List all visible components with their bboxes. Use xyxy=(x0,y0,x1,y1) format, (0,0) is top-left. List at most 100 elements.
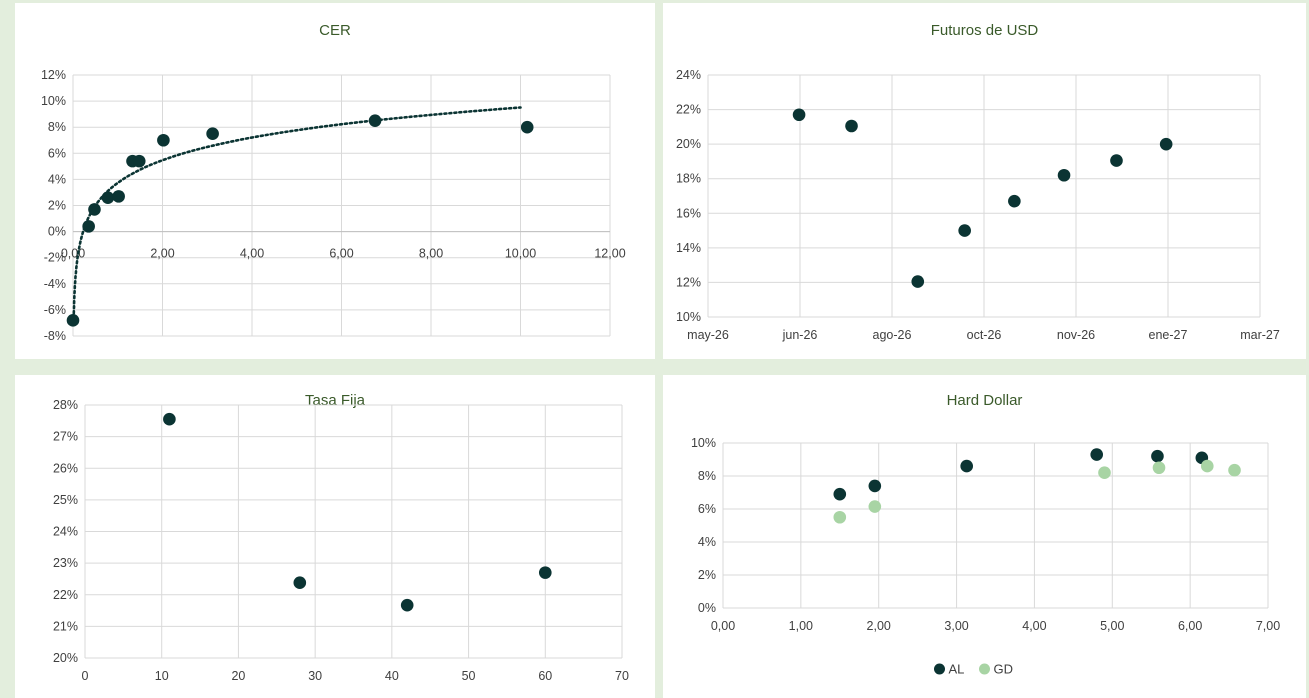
data-point xyxy=(1090,448,1104,461)
x-tick-label: 7,00 xyxy=(1256,619,1280,633)
x-tick-label: 6,00 xyxy=(1178,619,1202,633)
y-tick-label: 8% xyxy=(698,469,716,483)
y-tick-label: 2% xyxy=(48,199,66,213)
data-point xyxy=(1098,466,1111,479)
data-point xyxy=(1057,168,1071,182)
data-point xyxy=(206,127,219,141)
x-tick-label: 50 xyxy=(462,669,476,683)
data-point xyxy=(1159,137,1173,151)
chart-harddollar: Hard Dollar 0% 2% 4% 6% 8% 10% 0,00 1,00 2,00 3,00… xyxy=(691,392,1280,677)
y-tick-label: 8% xyxy=(48,120,66,134)
trendline xyxy=(72,106,522,320)
chart-panel-tasafija: Tasa Fija 20% 21% 22% 23% 24% 25% 26% 27% 28% 0 10 2… xyxy=(15,375,655,698)
data-point xyxy=(833,487,847,501)
y-tick-label: 10% xyxy=(41,94,66,108)
chart-panel-harddollar: Hard Dollar 0% 2% 4% 6% 8% 10% 0,00 1,00 2,00 3,00… xyxy=(663,375,1306,698)
x-tick-label: 60 xyxy=(538,669,552,683)
data-point xyxy=(833,510,847,524)
legend-label: AL xyxy=(949,662,965,677)
data-point xyxy=(792,108,806,122)
y-tick-label: -6% xyxy=(44,303,66,317)
data-point xyxy=(960,459,973,473)
y-tick-label: 4% xyxy=(48,172,66,186)
data-point xyxy=(958,224,971,237)
y-tick-label: 24% xyxy=(676,68,701,82)
y-tick-label: 28% xyxy=(53,398,78,412)
y-tick-label: 20% xyxy=(676,137,701,151)
x-tick-label: 5,00 xyxy=(1100,619,1124,633)
data-point xyxy=(520,120,534,134)
y-tick-label: 14% xyxy=(676,241,701,255)
x-tick-label: mar-27 xyxy=(1240,328,1280,342)
y-tick-label: 26% xyxy=(53,461,78,475)
x-tick-label: 30 xyxy=(308,669,322,683)
x-tick-label: 1,00 xyxy=(789,619,813,633)
x-tick-label: ene-27 xyxy=(1149,328,1188,342)
y-tick-label: 12% xyxy=(676,275,701,289)
data-point xyxy=(911,275,925,288)
y-tick-label: -2% xyxy=(44,251,66,265)
data-point xyxy=(101,191,115,204)
x-tick-label: 0,00 xyxy=(711,619,735,633)
x-tick-label: 3,00 xyxy=(944,619,968,633)
y-tick-label: 0% xyxy=(48,225,66,239)
x-tick-label: 20 xyxy=(231,669,245,683)
y-tick-label: 18% xyxy=(676,172,701,186)
chart-cer: CER -8% -6% -4% -2% 0% 2% 4% 6% 8% 10% 12% 0,00 2,00 4… xyxy=(41,22,626,343)
y-tick-label: 10% xyxy=(676,310,701,324)
data-point xyxy=(157,133,170,147)
y-tick-label: 4% xyxy=(698,535,716,549)
data-point xyxy=(112,190,125,203)
data-point xyxy=(1228,463,1241,477)
x-tick-label: 10 xyxy=(155,669,169,683)
data-point xyxy=(66,314,80,327)
x-tick-label: may-26 xyxy=(687,328,729,342)
legend-label: GD xyxy=(994,662,1014,677)
data-point xyxy=(1151,449,1164,463)
x-tick-label: 2,00 xyxy=(867,619,891,633)
y-tick-label: 24% xyxy=(53,525,78,539)
x-tick-label: 0,00 xyxy=(61,247,85,261)
y-tick-label: 0% xyxy=(698,601,716,615)
x-tick-label: 4,00 xyxy=(240,247,264,261)
y-tick-label: 21% xyxy=(53,619,78,633)
data-point xyxy=(163,412,176,426)
data-point xyxy=(82,220,95,233)
x-tick-label: ago-26 xyxy=(873,328,912,342)
data-point xyxy=(845,119,858,133)
y-tick-label: 20% xyxy=(53,651,78,665)
y-tick-label: 25% xyxy=(53,493,78,507)
y-tick-label: 27% xyxy=(53,430,78,444)
data-point xyxy=(88,203,101,216)
x-tick-label: 70 xyxy=(615,669,629,683)
data-point xyxy=(1008,194,1021,208)
y-tick-label: 16% xyxy=(676,206,701,220)
y-tick-label: 6% xyxy=(698,502,716,516)
chart-panel-cer: CER -8% -6% -4% -2% 0% 2% 4% 6% 8% 10% 12% 0,00 2,00 4… xyxy=(15,3,655,359)
y-tick-label: 12% xyxy=(41,68,66,82)
legend-marker xyxy=(979,663,990,675)
x-tick-label: 4,00 xyxy=(1022,619,1046,633)
data-point xyxy=(132,154,146,168)
x-tick-label: oct-26 xyxy=(967,328,1002,342)
data-point xyxy=(1152,461,1166,475)
chart-title: Futuros de USD xyxy=(931,22,1039,39)
x-tick-label: 0 xyxy=(82,669,89,683)
x-tick-label: 8,00 xyxy=(419,247,443,261)
chart-title: Hard Dollar xyxy=(947,392,1023,409)
x-tick-label: 40 xyxy=(385,669,399,683)
chart-panel-futuros: Futuros de USD 10% 12% 14% 16% 18% 20% 22% 24% ma… xyxy=(663,3,1306,359)
x-tick-label: nov-26 xyxy=(1057,328,1095,342)
y-tick-label: 23% xyxy=(53,556,78,570)
x-tick-label: jun-26 xyxy=(782,328,818,342)
y-tick-label: 6% xyxy=(48,146,66,160)
x-tick-label: 2,00 xyxy=(150,247,174,261)
y-tick-label: 22% xyxy=(53,588,78,602)
data-point xyxy=(538,566,552,579)
x-tick-label: 12,00 xyxy=(594,247,625,261)
y-tick-label: 2% xyxy=(698,568,716,582)
data-point xyxy=(400,598,414,612)
chart-title: CER xyxy=(319,22,351,39)
x-tick-label: 10,00 xyxy=(505,247,536,261)
data-point xyxy=(368,114,382,127)
